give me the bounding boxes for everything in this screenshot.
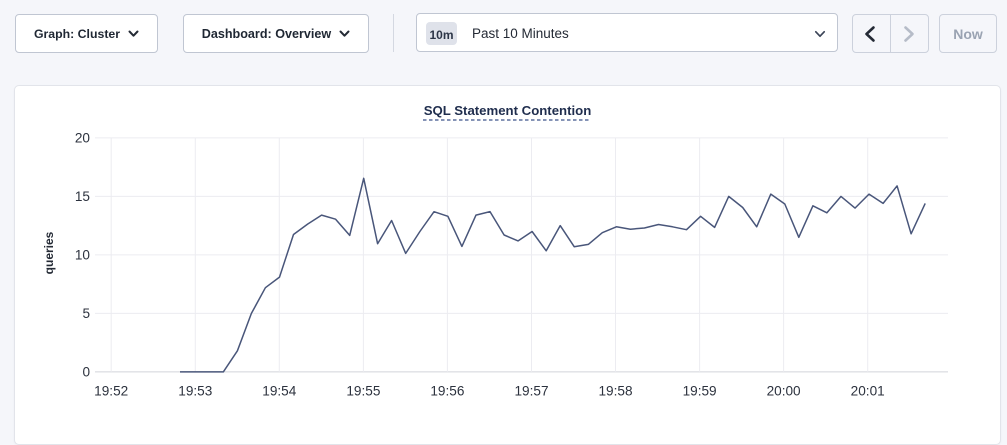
svg-text:19:54: 19:54 — [262, 384, 296, 399]
svg-text:20: 20 — [75, 130, 91, 145]
svg-text:19:58: 19:58 — [598, 384, 632, 399]
svg-text:19:55: 19:55 — [346, 384, 380, 399]
svg-text:19:57: 19:57 — [514, 384, 548, 399]
svg-text:19:53: 19:53 — [178, 384, 212, 399]
svg-text:20:00: 20:00 — [767, 384, 801, 399]
svg-text:19:59: 19:59 — [683, 384, 717, 399]
svg-text:queries: queries — [42, 231, 56, 274]
svg-text:15: 15 — [75, 189, 90, 204]
svg-text:5: 5 — [82, 306, 90, 321]
svg-text:20:01: 20:01 — [851, 384, 885, 399]
svg-text:0: 0 — [82, 364, 90, 379]
svg-text:10: 10 — [75, 247, 91, 262]
svg-text:19:56: 19:56 — [430, 384, 464, 399]
svg-text:19:52: 19:52 — [94, 384, 128, 399]
